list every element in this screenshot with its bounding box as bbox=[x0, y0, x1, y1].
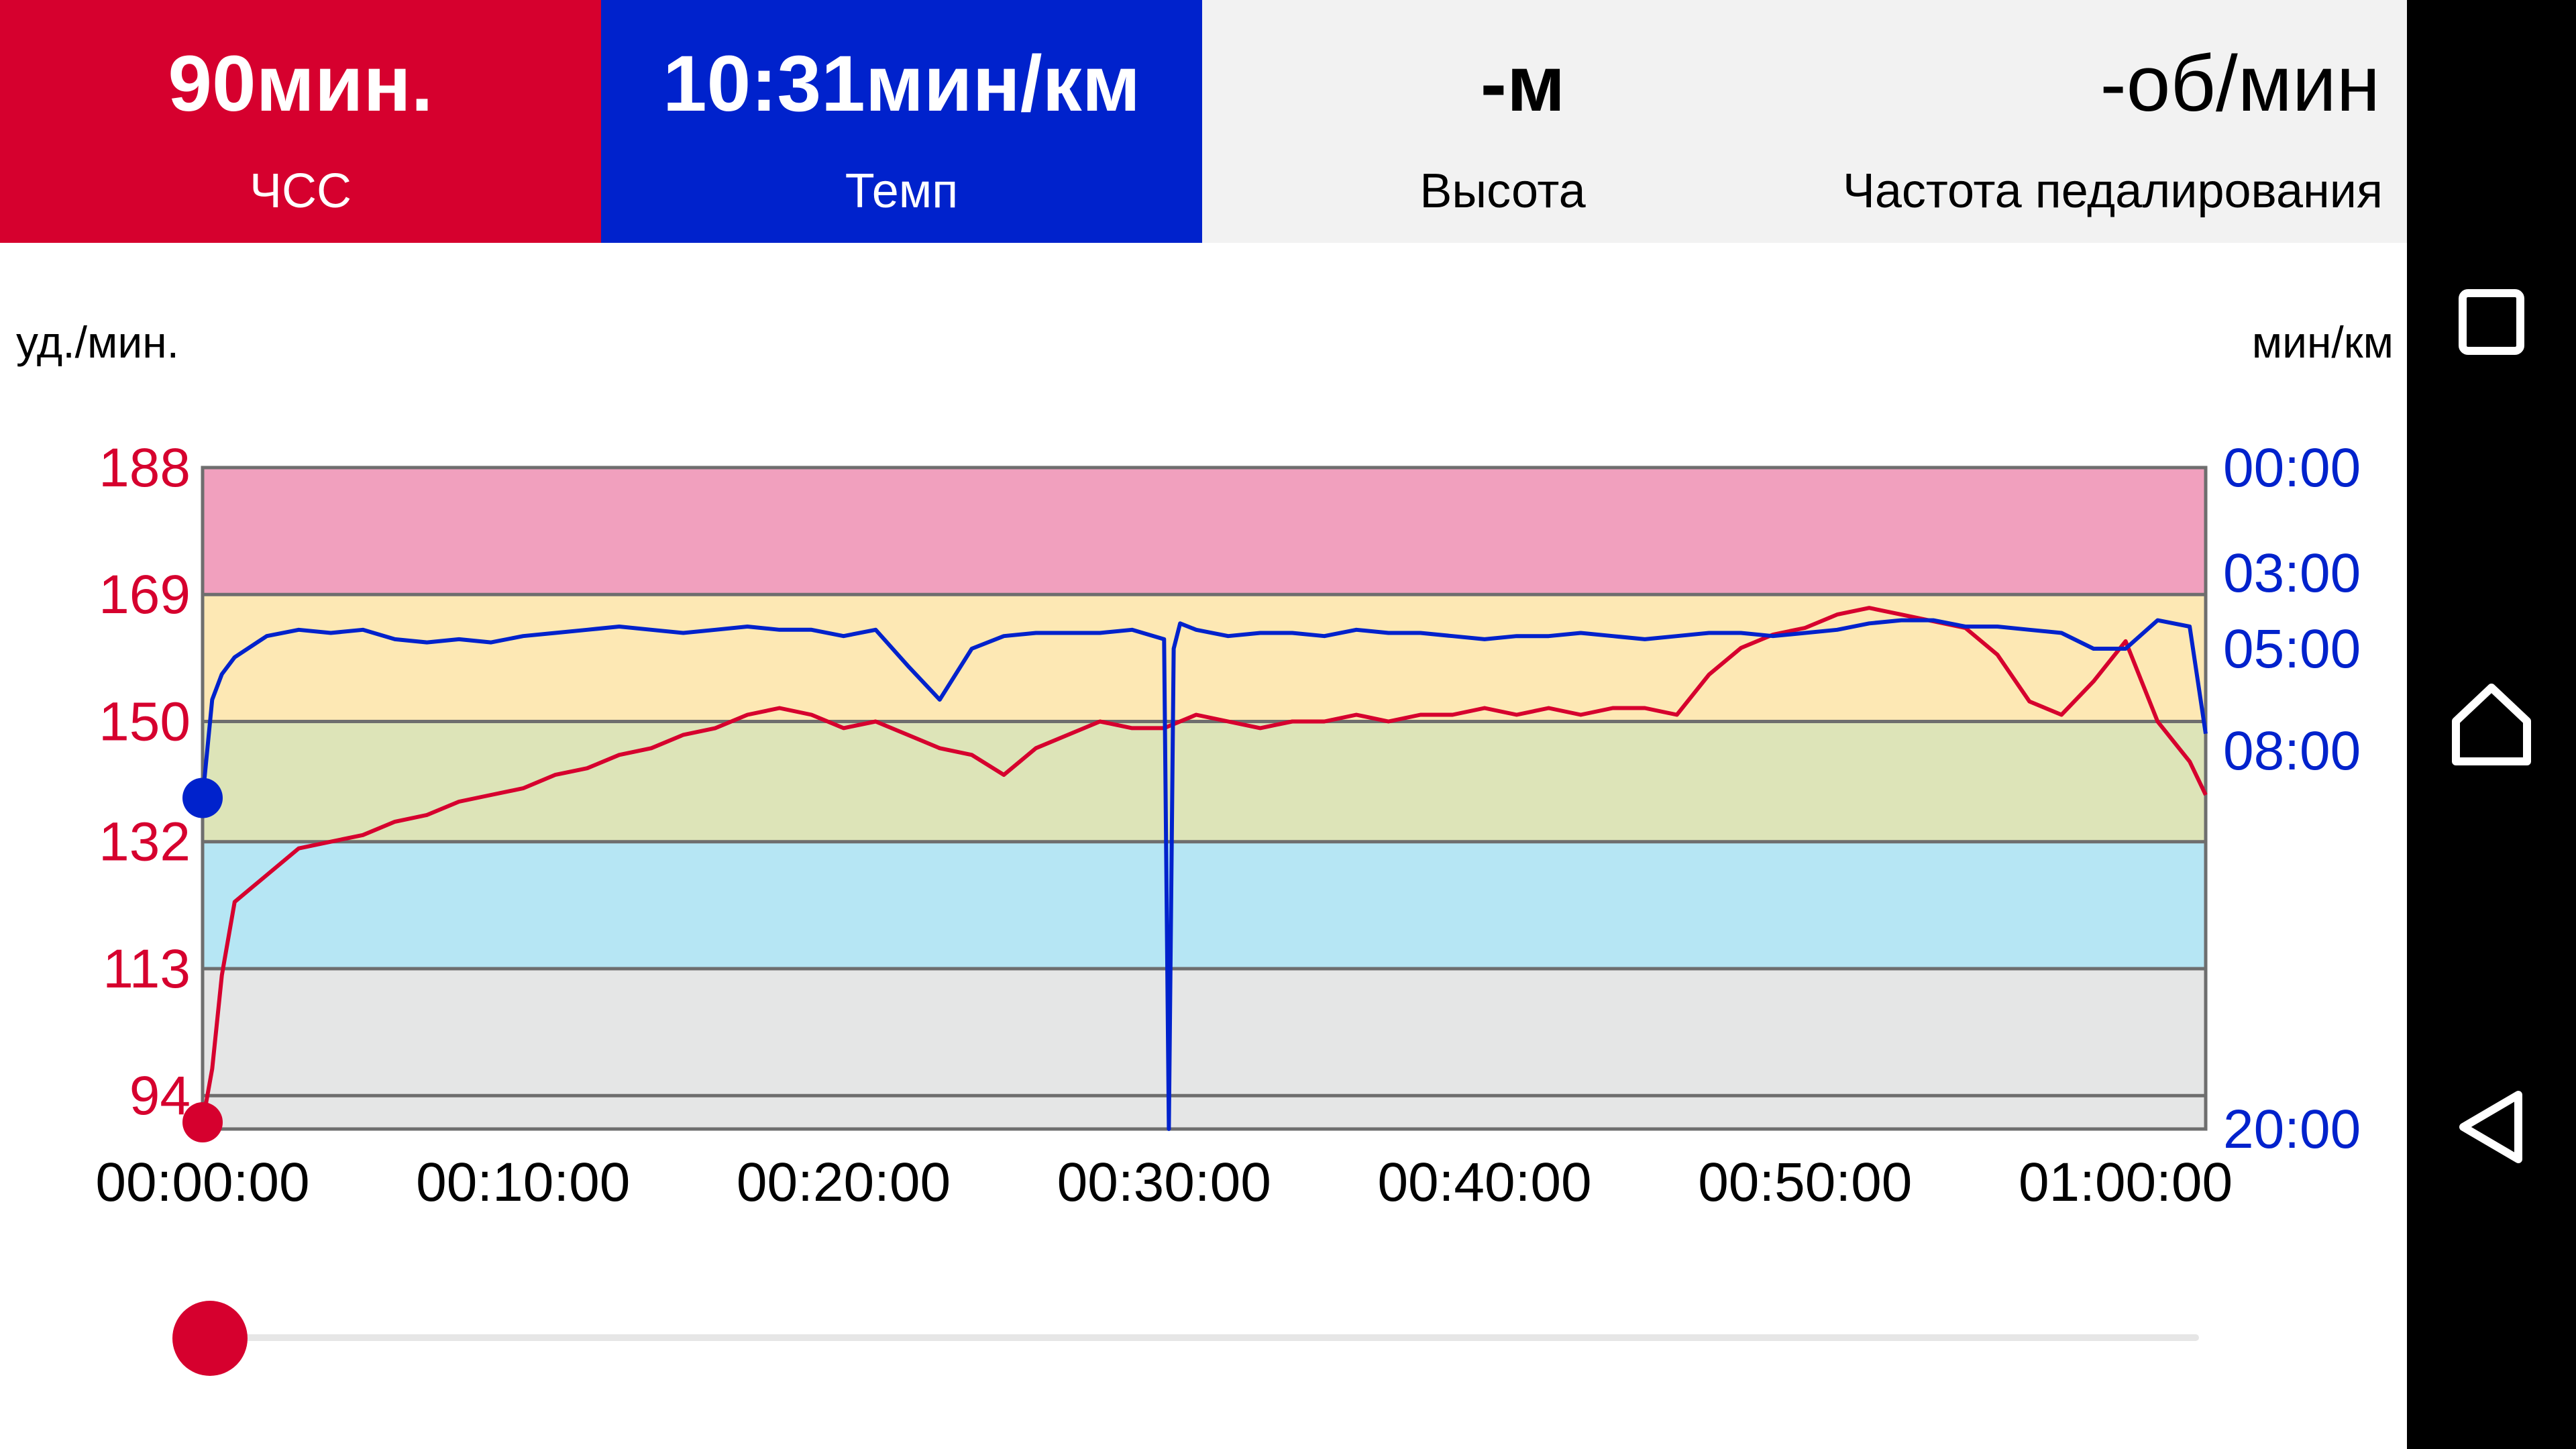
left-axis-tick-label: 132 bbox=[99, 812, 191, 873]
pace-series-line bbox=[201, 618, 2208, 1131]
right-axis-tick-label: 03:00 bbox=[2223, 543, 2361, 604]
hr-tile[interactable]: 90мин. ЧСС bbox=[0, 0, 601, 243]
left-axis-tick-label: 94 bbox=[129, 1065, 191, 1126]
x-axis-tick-label: 00:10:00 bbox=[416, 1152, 630, 1213]
hr-cursor-marker bbox=[182, 1102, 223, 1143]
pace-value: 10:31мин/км bbox=[662, 40, 1141, 128]
hr-series-line bbox=[201, 606, 2208, 1123]
left-axis-tick-label: 169 bbox=[99, 564, 191, 625]
timeline-slider-track[interactable] bbox=[208, 1334, 2199, 1341]
android-nav-bar bbox=[2407, 0, 2576, 1449]
pace-label: Темп bbox=[845, 164, 959, 218]
cadence-value: -об/мин bbox=[2100, 40, 2381, 128]
left-axis-tick-label: 150 bbox=[99, 691, 191, 752]
x-axis-tick-label: 00:40:00 bbox=[1377, 1152, 1591, 1213]
recents-button[interactable] bbox=[2407, 241, 2576, 402]
timeline-slider-thumb[interactable] bbox=[172, 1301, 248, 1376]
back-button[interactable] bbox=[2407, 1046, 2576, 1208]
right-axis-tick-label: 00:00 bbox=[2223, 437, 2361, 498]
right-axis-tick-label: 20:00 bbox=[2223, 1099, 2361, 1160]
left-axis-unit: уд./мин. bbox=[16, 317, 180, 367]
altitude-label: Высота bbox=[1419, 164, 1586, 218]
home-icon bbox=[2452, 684, 2531, 765]
x-axis-tick-label: 00:50:00 bbox=[1698, 1152, 1912, 1213]
metric-tiles-bar: 90мин. ЧСС 10:31мин/км Темп -м Высота -о… bbox=[0, 0, 2407, 243]
altitude-tile[interactable]: -м Высота bbox=[1202, 0, 1803, 243]
hr-zone-band bbox=[203, 968, 2206, 1096]
x-axis-tick-label: 00:30:00 bbox=[1057, 1152, 1271, 1213]
right-axis-tick-label: 08:00 bbox=[2223, 720, 2361, 782]
x-axis-tick-label: 00:20:00 bbox=[737, 1152, 951, 1213]
hr-zone-band bbox=[203, 721, 2206, 842]
right-axis-tick-label: 05:00 bbox=[2223, 619, 2361, 680]
x-axis-tick-label: 01:00:00 bbox=[2019, 1152, 2233, 1213]
hr-zone-band bbox=[203, 841, 2206, 969]
altitude-value: -м bbox=[1480, 40, 1566, 128]
square-icon bbox=[2459, 289, 2524, 355]
x-axis-tick-label: 00:00:00 bbox=[95, 1152, 309, 1213]
pace-tile[interactable]: 10:31мин/км Темп bbox=[601, 0, 1202, 243]
cadence-tile[interactable]: -об/мин Частота педалирования bbox=[1803, 0, 2407, 243]
back-triangle-icon bbox=[2459, 1091, 2522, 1163]
right-axis-unit: мин/км bbox=[2251, 317, 2394, 367]
cadence-label: Частота педалирования bbox=[1842, 164, 2383, 218]
hr-label: ЧСС bbox=[250, 164, 352, 218]
left-axis-tick-label: 113 bbox=[103, 938, 191, 1000]
hr-zone-band bbox=[203, 468, 2206, 595]
hr-zone-band bbox=[203, 594, 2206, 722]
pace-cursor-marker bbox=[182, 777, 223, 818]
home-button[interactable] bbox=[2407, 644, 2576, 805]
hr-value: 90мин. bbox=[168, 40, 433, 128]
hr-zone-band bbox=[203, 1095, 2206, 1129]
left-axis-tick-label: 188 bbox=[99, 437, 191, 498]
app-screen: 90мин. ЧСС 10:31мин/км Темп -м Высота -о… bbox=[0, 0, 2407, 1449]
hr-pace-chart[interactable]: 188 169 150 132 113 94 00:00 03:00 05:00 08:00 20:… bbox=[0, 0, 2407, 1449]
